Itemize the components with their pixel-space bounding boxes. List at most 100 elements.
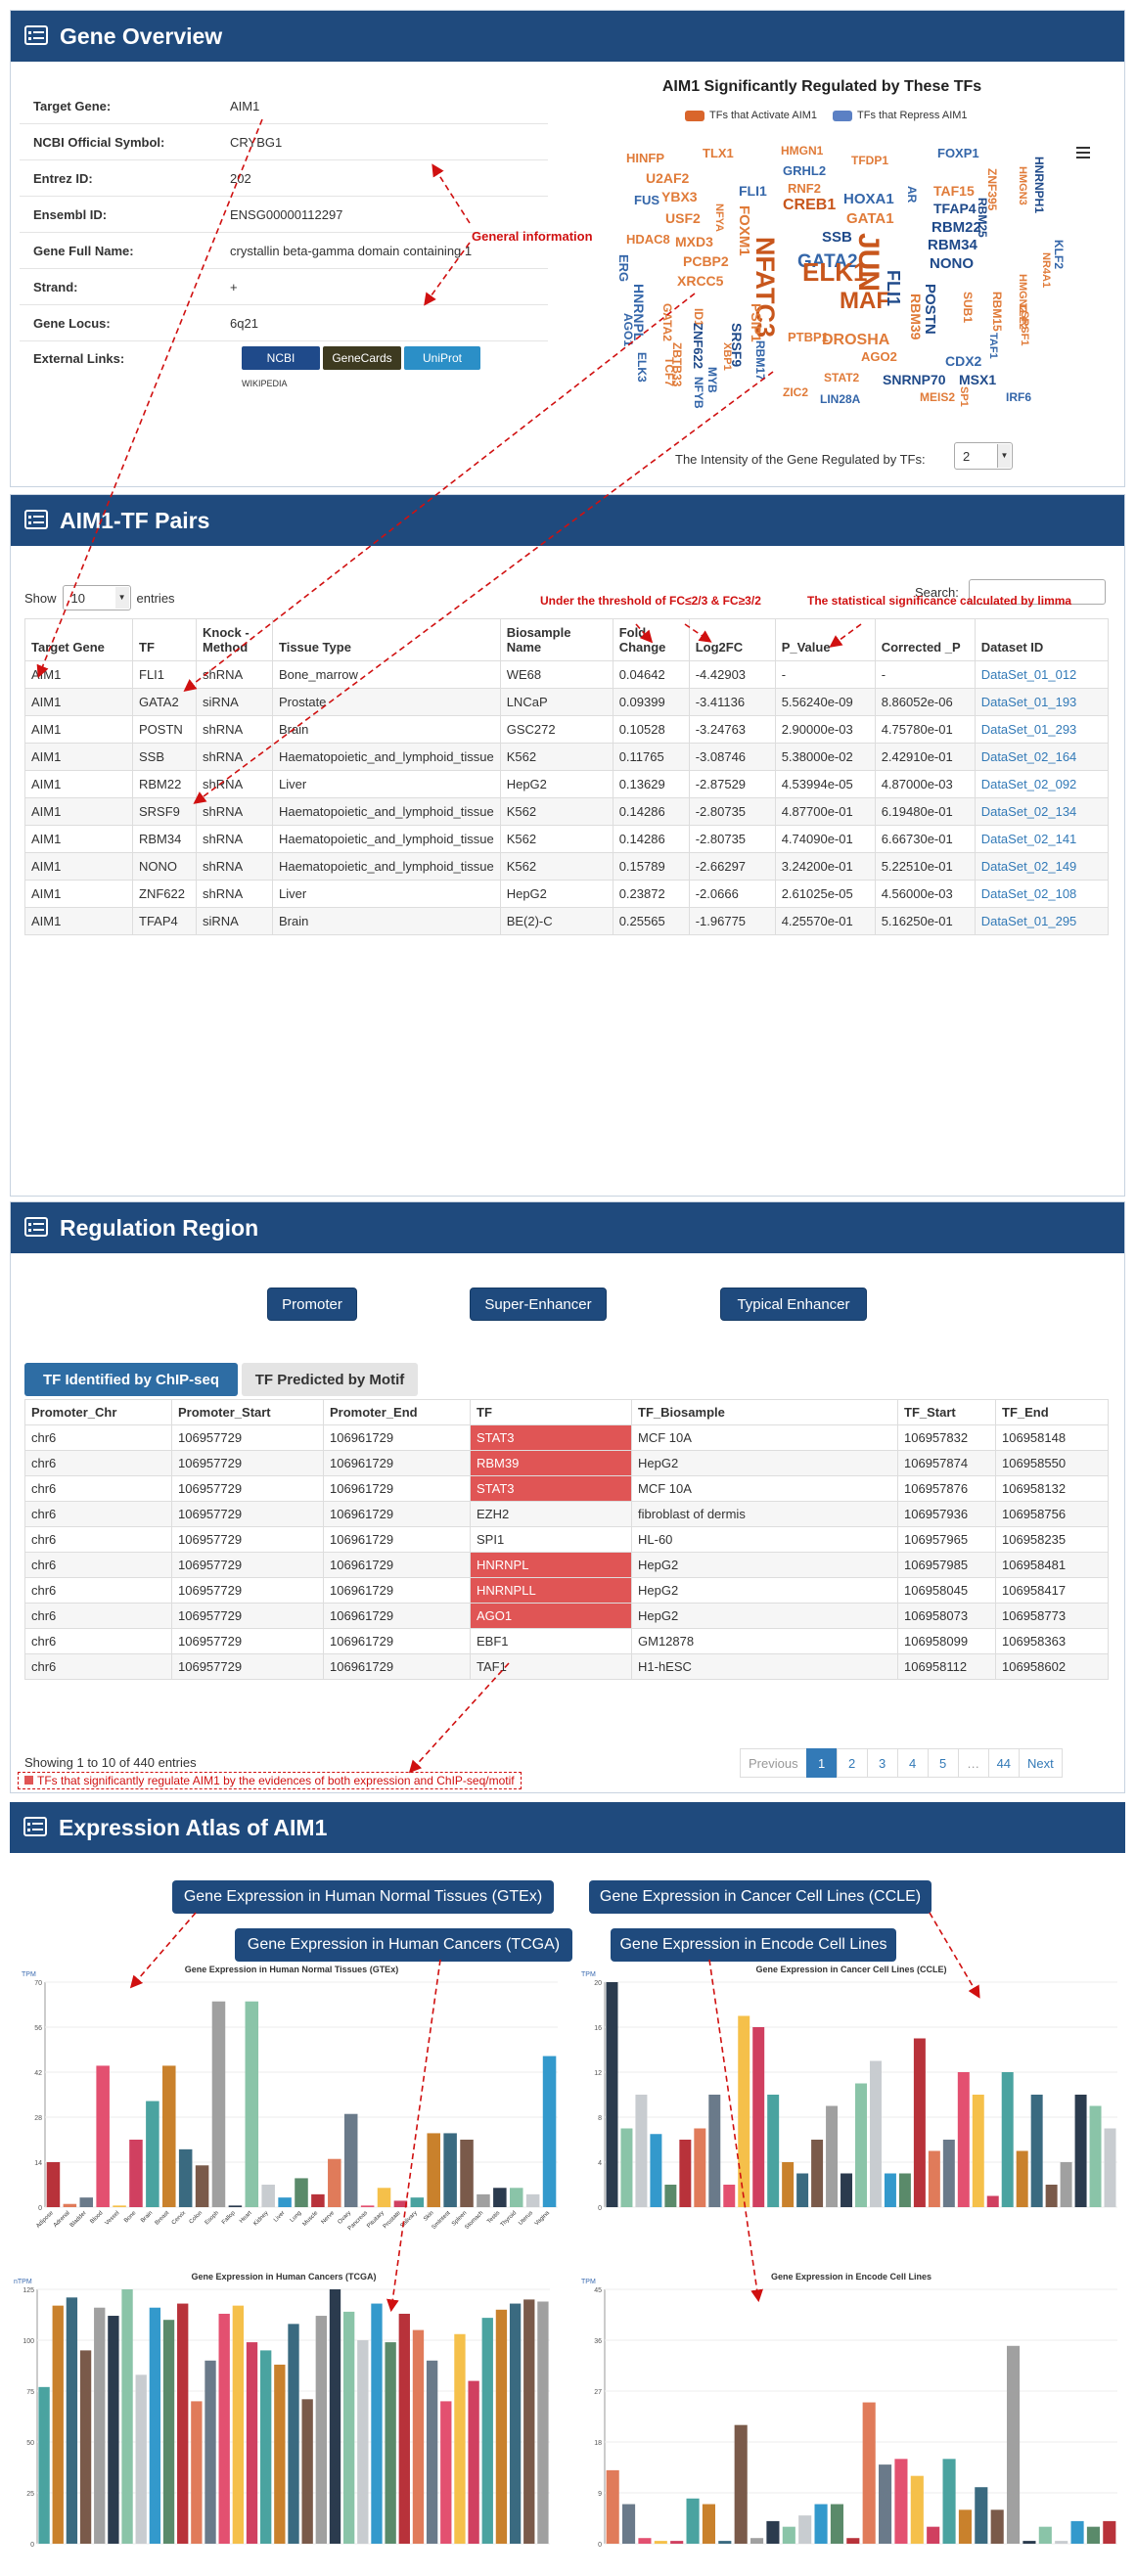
cloud-word[interactable]: RBM39 [908, 294, 924, 340]
cloud-word[interactable]: TCF7 [662, 357, 676, 386]
chart-bar[interactable] [228, 2205, 243, 2207]
chart-bar[interactable] [869, 2060, 882, 2208]
chart-bar[interactable] [782, 2526, 795, 2544]
chart-bar[interactable] [1104, 2128, 1116, 2208]
cloud-word[interactable]: YBX3 [661, 189, 698, 204]
promoter-button[interactable]: Promoter [267, 1288, 357, 1321]
chart-bar[interactable] [66, 2297, 78, 2544]
chart-bar[interactable] [495, 2309, 508, 2544]
chart-bar[interactable] [862, 2402, 876, 2544]
chart-bar[interactable] [440, 2401, 452, 2544]
chart-bar[interactable] [670, 2541, 684, 2544]
cloud-word[interactable]: RBM25 [976, 198, 989, 238]
chart-bar[interactable] [975, 2487, 988, 2544]
cloud-word[interactable]: TFAP4 [933, 201, 977, 216]
column-header[interactable]: Biosample Name [499, 618, 613, 661]
chart-bar[interactable] [752, 2027, 765, 2207]
cloud-word[interactable]: MYB [705, 367, 719, 393]
chart-bar[interactable] [79, 2350, 92, 2544]
encode-button[interactable]: Gene Expression in Encode Cell Lines [611, 1928, 896, 1962]
cloud-word[interactable]: PCBP2 [683, 253, 729, 269]
chart-bar[interactable] [1089, 2105, 1102, 2208]
column-header[interactable]: TF [132, 618, 197, 661]
chart-bar[interactable] [454, 2333, 466, 2544]
chart-bar[interactable] [149, 2307, 161, 2544]
chart-bar[interactable] [63, 2203, 77, 2207]
page-button[interactable]: Previous [740, 1748, 807, 1778]
chart-bar[interactable] [46, 2162, 61, 2207]
chart-bar[interactable] [622, 2504, 636, 2544]
column-header[interactable]: TF_Biosample [631, 1399, 898, 1425]
cloud-word[interactable]: ELK1 [802, 257, 868, 287]
cloud-word[interactable]: CREB1 [783, 197, 837, 213]
chart-bar[interactable] [606, 2469, 619, 2544]
chart-bar[interactable] [796, 2173, 809, 2208]
chart-bar[interactable] [537, 2301, 549, 2544]
chart-bar[interactable] [767, 2095, 780, 2207]
chart-bar[interactable] [826, 2105, 839, 2208]
chart-bar[interactable] [108, 2316, 119, 2544]
chart-bar[interactable] [664, 2185, 677, 2207]
chart-bar[interactable] [957, 2072, 970, 2207]
chart-bar[interactable] [723, 2185, 736, 2207]
chart-bar[interactable] [211, 2001, 226, 2207]
cloud-word[interactable]: HMGN1 [781, 144, 824, 158]
chart-bar[interactable] [343, 2113, 358, 2207]
table-cell[interactable]: DataSet_01_193 [974, 688, 1110, 716]
chart-bar[interactable] [782, 2162, 795, 2207]
chart-bar[interactable] [898, 2173, 911, 2208]
table-cell[interactable]: DataSet_02_149 [974, 852, 1110, 881]
chart-bar[interactable] [942, 2459, 956, 2544]
cloud-word[interactable]: FUS [634, 193, 659, 207]
chart-bar[interactable] [357, 2340, 369, 2544]
cloud-word[interactable]: HNRNPH1 [1032, 157, 1046, 214]
chart-bar[interactable] [1045, 2185, 1058, 2207]
table-cell[interactable]: DataSet_01_295 [974, 907, 1110, 935]
cloud-word[interactable]: KLF2 [1052, 240, 1066, 269]
chart-bar[interactable] [79, 2197, 94, 2207]
chart-bar[interactable] [385, 2342, 396, 2544]
chart-bar[interactable] [218, 2313, 230, 2544]
page-button[interactable]: 3 [866, 1748, 898, 1778]
chart-bar[interactable] [942, 2140, 955, 2207]
cloud-word[interactable]: ZNF622 [691, 323, 705, 369]
table-cell[interactable]: DataSet_01_012 [974, 660, 1110, 689]
chart-bar[interactable] [708, 2095, 721, 2207]
link-wikipedia[interactable]: WIKIPEDIA [242, 372, 310, 395]
chart-bar[interactable] [542, 2056, 557, 2207]
chart-bar[interactable] [1016, 2150, 1028, 2208]
cloud-word[interactable]: RBM17 [753, 340, 767, 381]
chart-bar[interactable] [650, 2134, 662, 2207]
column-header[interactable]: Log2FC [688, 618, 776, 661]
chart-bar[interactable] [734, 2424, 748, 2544]
cloud-word[interactable]: FLI1 [884, 270, 903, 307]
cloud-word[interactable]: POSTN [922, 284, 938, 335]
chart-bar[interactable] [204, 2360, 216, 2544]
chart-bar[interactable] [329, 2289, 341, 2544]
cloud-word[interactable]: XRCC5 [677, 273, 724, 289]
chart-bar[interactable] [477, 2193, 490, 2207]
chart-bar[interactable] [894, 2459, 908, 2544]
column-header[interactable]: Dataset ID [974, 618, 1110, 661]
cloud-word[interactable]: CDX2 [945, 353, 982, 369]
link-ncbi[interactable]: NCBI [242, 346, 320, 370]
chart-bar[interactable] [1007, 2345, 1021, 2544]
hamburger-icon[interactable] [1076, 147, 1090, 158]
chart-bar[interactable] [509, 2188, 523, 2207]
cloud-word[interactable]: TAF15 [933, 183, 975, 199]
table-cell[interactable]: DataSet_02_134 [974, 797, 1110, 826]
chart-bar[interactable] [972, 2095, 984, 2207]
chart-bar[interactable] [1022, 2541, 1036, 2544]
chart-bar[interactable] [468, 2380, 479, 2544]
page-button[interactable]: 2 [836, 1748, 868, 1778]
column-header[interactable]: TF [470, 1399, 632, 1425]
chart-bar[interactable] [635, 2095, 648, 2207]
cloud-word[interactable]: DROSHA [822, 332, 890, 348]
ccle-button[interactable]: Gene Expression in Cancer Cell Lines (CC… [589, 1880, 932, 1914]
chart-bar[interactable] [686, 2498, 700, 2544]
cloud-word[interactable]: HMGN3 [1017, 166, 1028, 205]
column-header[interactable]: Promoter_End [323, 1399, 471, 1425]
cloud-word[interactable]: GATA2 [660, 303, 674, 341]
cloud-word[interactable]: NONO [930, 255, 974, 272]
cloud-word[interactable]: HINFP [626, 151, 664, 165]
